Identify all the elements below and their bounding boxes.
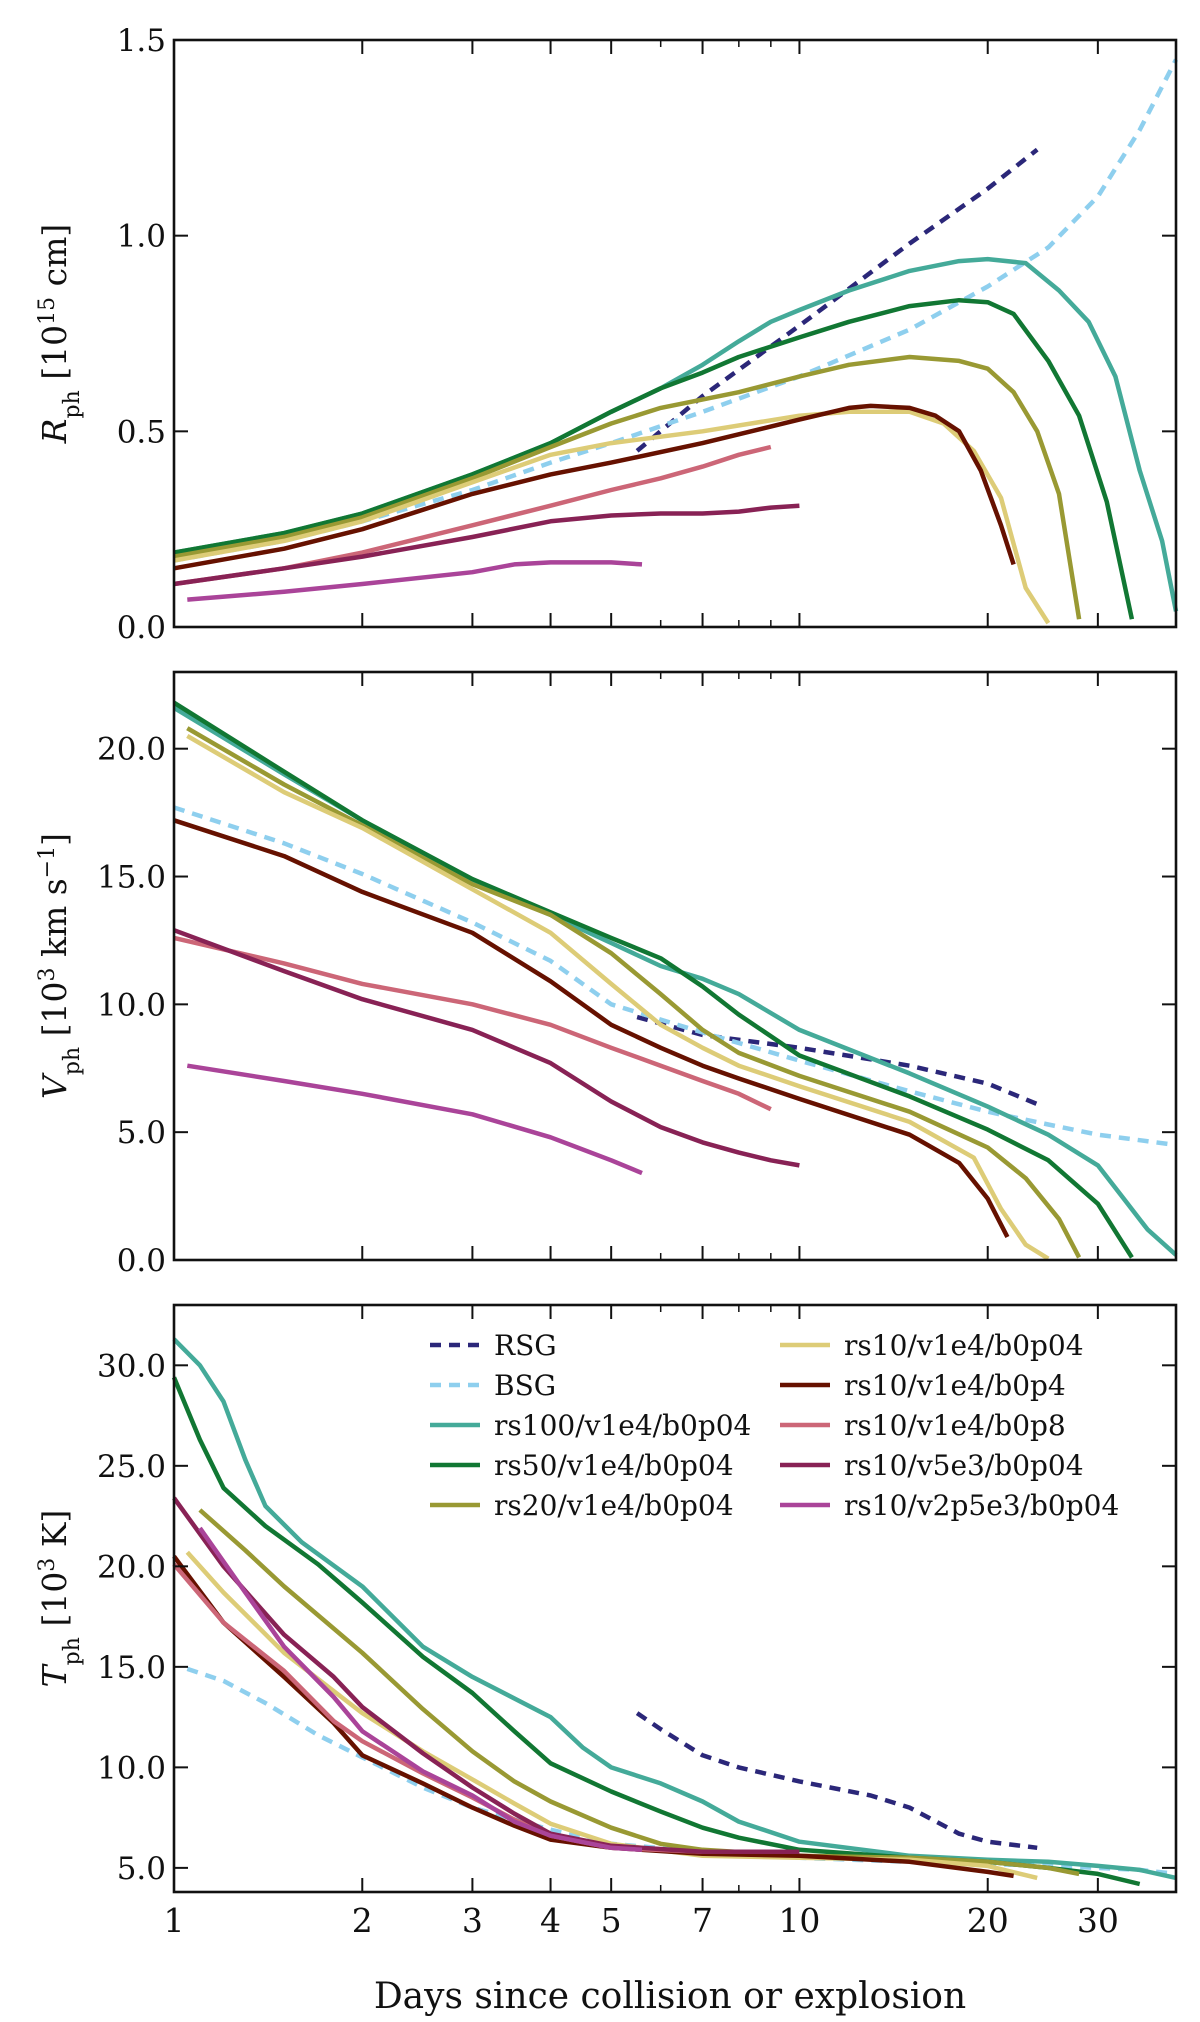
velocity-series-rs10-v1e4-b0p4 [173, 818, 1010, 1239]
velocity-series-rs10-v1e4-b0p8 [173, 935, 772, 1112]
legend: RSG BSG rs100/v1e4/b0p04 rs50/v1e4/b0p04 rs2… [430, 1329, 1119, 1522]
temperature-ytick-label: 15.0 [97, 1650, 166, 1686]
radius-ytick-label: 1.5 [117, 23, 166, 59]
legend-label-rsg: RSG [494, 1329, 557, 1362]
radius-series [173, 58, 1179, 625]
velocity-ytick-label: 15.0 [97, 860, 166, 896]
velocity-series [172, 700, 1178, 1261]
radius-series-rs10-v1e4-b0p04 [173, 409, 1051, 625]
velocity-panel: 0.0 5.0 10.0 15.0 20.0 Vph [103 km s−1] [35, 670, 1178, 1279]
radius-ytick-label: 0.5 [117, 414, 166, 450]
temperature-series [171, 1337, 1177, 1887]
temperature-y-axis-label: Tph [103 K] [35, 1510, 85, 1688]
x-tick-label: 2 [352, 1901, 373, 1940]
velocity-ytick-label: 20.0 [97, 732, 166, 768]
temperature-ytick-label: 10.0 [97, 1750, 166, 1786]
velocity-plot-frame [172, 670, 1178, 1262]
legend-label-rs100-v1e4-b0p04: rs100/v1e4/b0p04 [494, 1409, 751, 1442]
radius-axes: 0.0 0.5 1.0 1.5 [117, 23, 1177, 646]
velocity-series-rs10-v5e3-b0p04 [173, 928, 800, 1168]
radius-y-axis-label: Rph [1015 cm] [35, 224, 85, 445]
velocity-y-axis-label: Vph [103 km s−1] [35, 833, 85, 1099]
radius-series-rs50-v1e4-b0p04 [173, 297, 1135, 620]
velocity-ytick-label: 5.0 [117, 1115, 166, 1151]
radius-series-rs10-v5e3-b0p04 [173, 503, 800, 587]
x-tick-label: 7 [692, 1901, 713, 1940]
x-tick-label: 20 [967, 1901, 1009, 1940]
velocity-series-rsg [636, 1014, 1039, 1107]
radius-ytick-label: 0.0 [117, 610, 166, 646]
x-tick-label: 30 [1077, 1901, 1119, 1940]
temperature-ytick-label: 20.0 [97, 1549, 166, 1585]
radius-series-rs10-v2p5e3-b0p04 [187, 560, 643, 602]
x-axis-label: Days since collision or explosion [374, 1976, 966, 2017]
legend-label-rs10-v1e4-b0p04: rs10/v1e4/b0p04 [844, 1329, 1084, 1362]
radius-ytick-label: 1.0 [117, 219, 166, 255]
legend-label-rs20-v1e4-b0p04: rs20/v1e4/b0p04 [494, 1489, 734, 1522]
x-tick-label: 4 [540, 1901, 561, 1940]
temperature-ytick-label: 25.0 [97, 1449, 166, 1485]
x-tick-label: 5 [601, 1901, 622, 1940]
legend-label-rs50-v1e4-b0p04: rs50/v1e4/b0p04 [494, 1449, 734, 1482]
temperature-panel: 5.0 10.0 15.0 20.0 25.0 30.0 1 2 3 4 5 7 10 20 30 Tph … [35, 1303, 1178, 1940]
temperature-series-rs20-v1e4-b0p04 [198, 1508, 1080, 1877]
temperature-series-rs10-v1e4-b0p4 [172, 1554, 1014, 1879]
radius-plot-frame [172, 38, 1178, 629]
legend-label-rs10-v5e3-b0p04: rs10/v5e3/b0p04 [844, 1449, 1084, 1482]
legend-label-rs10-v1e4-b0p4: rs10/v1e4/b0p4 [844, 1369, 1066, 1402]
velocity-series-rs10-v2p5e3-b0p04 [186, 1063, 643, 1176]
x-tick-label: 10 [778, 1901, 820, 1940]
temperature-series-rs10-v2p5e3-b0p04 [198, 1526, 643, 1853]
radius-series-rs10-v1e4-b0p4 [173, 403, 1016, 571]
legend-label-rs10-v1e4-b0p8: rs10/v1e4/b0p8 [844, 1409, 1066, 1442]
temperature-series-rs100-v1e4-b0p04 [172, 1337, 1177, 1881]
temperature-ytick-label: 30.0 [97, 1348, 166, 1384]
velocity-series-rs10-v1e4-b0p04 [186, 733, 1050, 1261]
velocity-series-rs20-v1e4-b0p04 [186, 726, 1082, 1259]
legend-label-rs10-v2p5e3-b0p04: rs10/v2p5e3/b0p04 [844, 1489, 1119, 1522]
temperature-axes: 5.0 10.0 15.0 20.0 25.0 30.0 1 2 3 4 5 7 10 20 30 [97, 1305, 1177, 1940]
x-tick-label: 3 [462, 1901, 483, 1940]
velocity-series-rs50-v1e4-b0p04 [172, 700, 1134, 1259]
radius-panel: 0.0 0.5 1.0 1.5 Rph [1015 cm] [35, 23, 1179, 646]
x-tick-label: 1 [164, 1901, 185, 1940]
temperature-plot-frame [172, 1303, 1178, 1894]
legend-label-bsg: BSG [494, 1369, 556, 1402]
radius-series-rs20-v1e4-b0p04 [173, 354, 1082, 620]
temperature-ytick-label: 5.0 [117, 1851, 166, 1887]
velocity-ytick-label: 10.0 [97, 987, 166, 1023]
radius-series-rsg [635, 147, 1039, 453]
temperature-series-rsg [635, 1711, 1038, 1851]
velocity-axes: 0.0 5.0 10.0 15.0 20.0 [97, 672, 1177, 1279]
velocity-ytick-label: 0.0 [117, 1243, 166, 1279]
